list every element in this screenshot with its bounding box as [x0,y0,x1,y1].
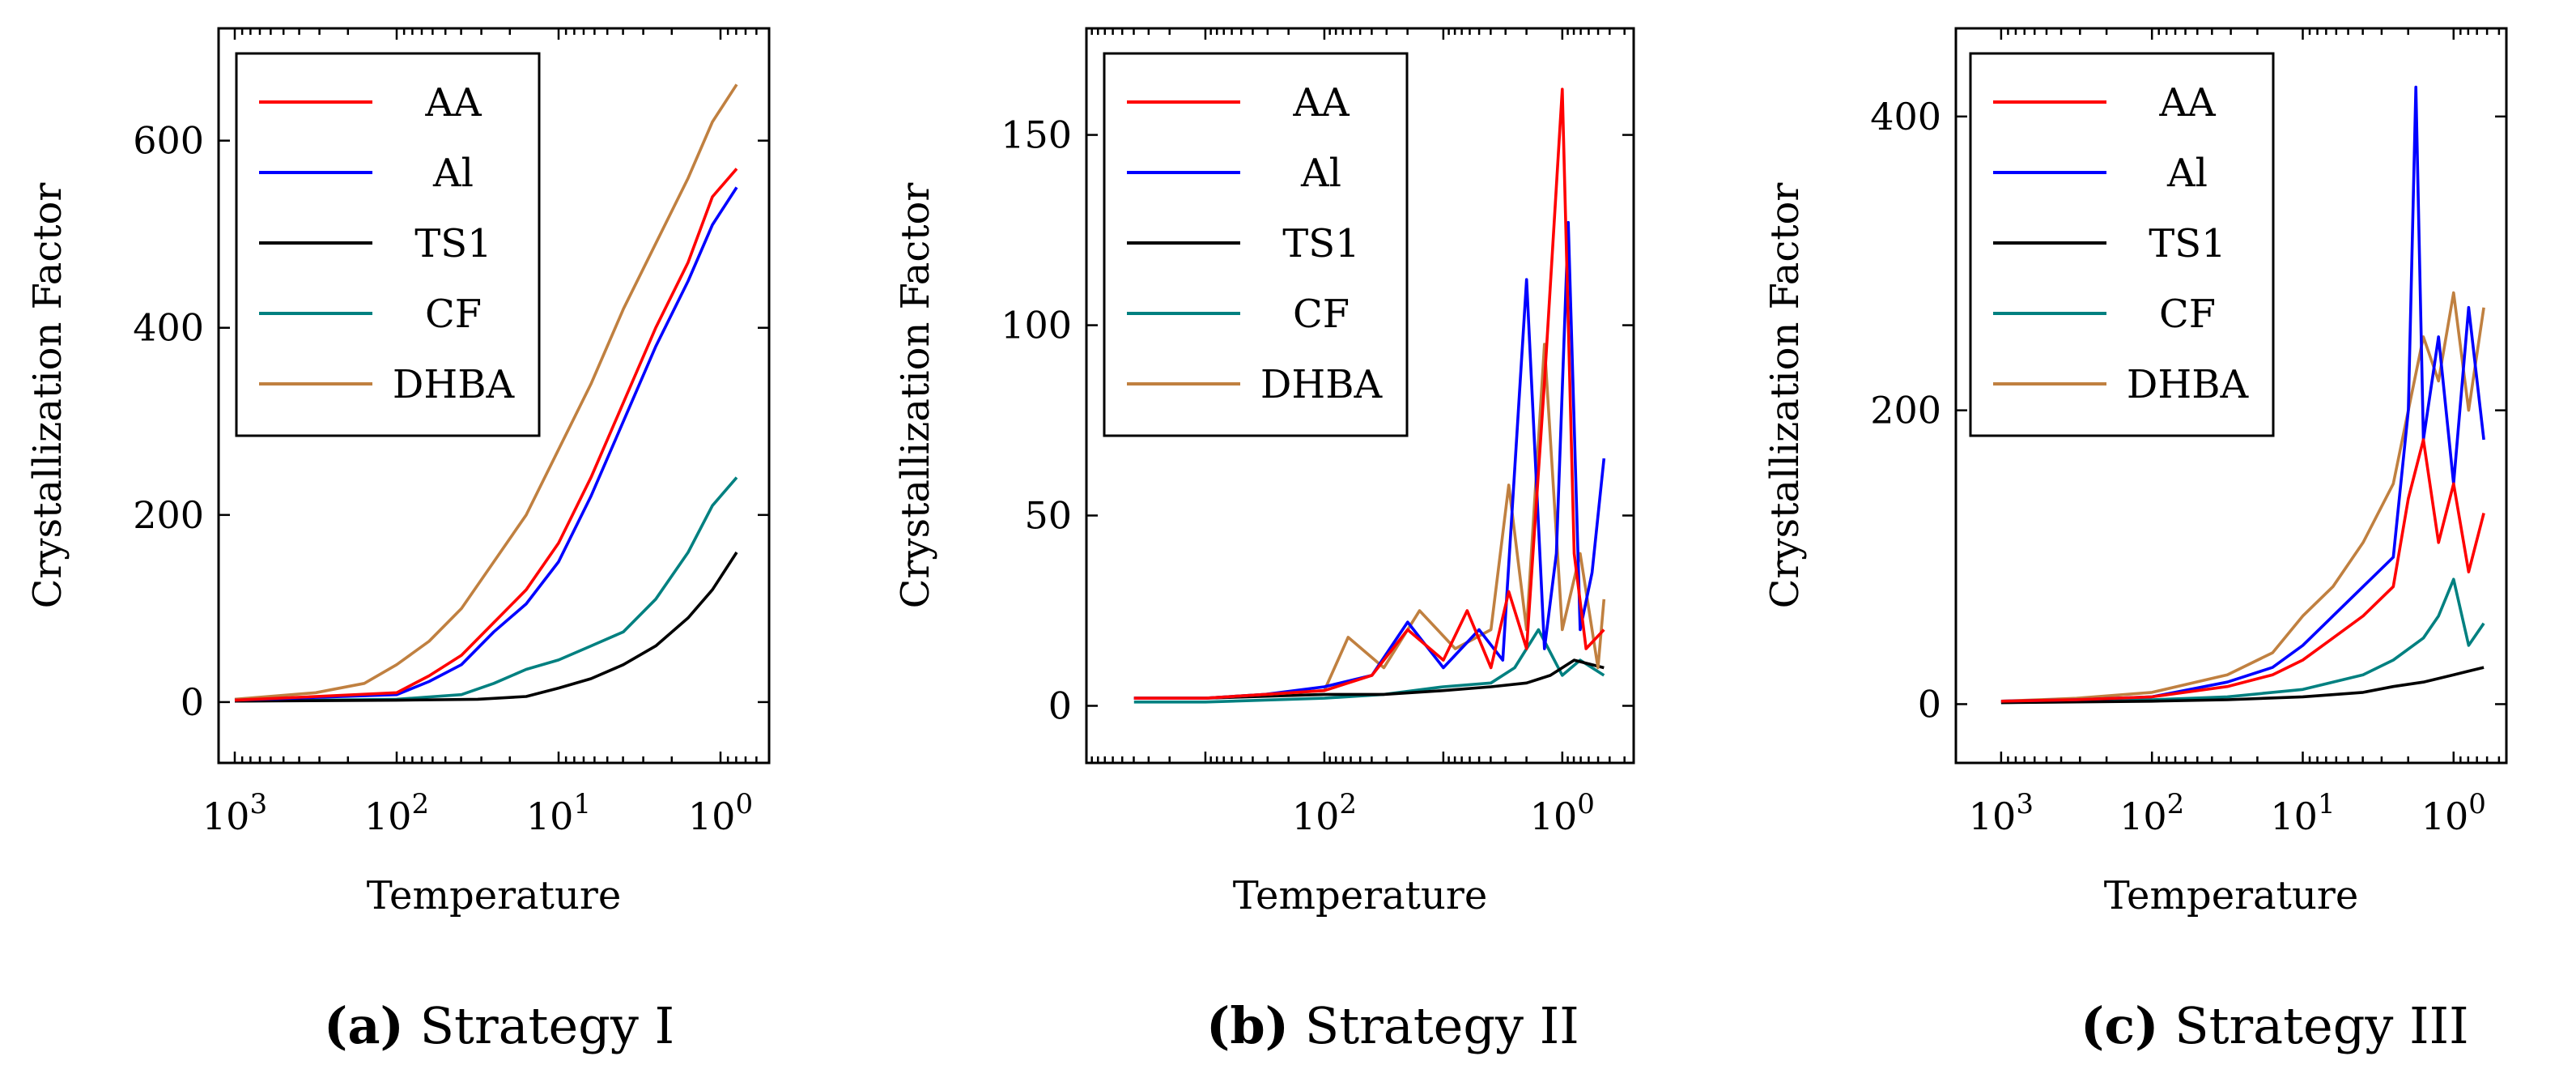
series-line-al-b [1133,220,1606,700]
caption-b: (b) Strategy II [1206,996,1579,1055]
x-tick-label: 102 [1292,788,1357,838]
legend-label-cf: CF [2159,292,2216,337]
panel-c: 0 200 400 103 102 101 100 Temperature Crystalliz… [1716,0,2576,1082]
series-line-dhba-a [234,83,738,701]
x-axis-label: Temperature [1233,873,1487,918]
series-line-aa-b [1133,87,1605,700]
y-tick-label: 0 [1918,682,1941,726]
x-tick-label: 102 [2119,788,2184,838]
series-line-cf-a [234,476,738,703]
legend-label-al: Al [432,151,474,196]
caption-c: (c) Strategy III [2081,996,2469,1055]
caption-a: (a) Strategy I [324,996,674,1055]
x-tick-label: 100 [1530,788,1595,838]
legend-label-ts1: TS1 [414,221,491,266]
y-axis-label: Crystallization Factor [25,183,70,609]
legend-label-al: Al [2166,151,2208,196]
legend-label-dhba: DHBA [393,362,516,407]
y-tick-label: 0 [181,680,204,724]
series-line-al-c [2000,85,2485,703]
panel-b: 0 50 100 150 102 100 Temperature Crystallizatio… [858,0,1716,1082]
series-line-cf-c [2000,577,2485,705]
x-axis-label: Temperature [2104,873,2358,918]
legend-label-cf: CF [1293,292,1350,337]
series-line-al-a [234,186,738,702]
y-tick-label: 400 [1870,95,1941,138]
x-tick-label: 103 [1969,788,2034,838]
legend-label-dhba: DHBA [1260,362,1384,407]
y-tick-label: 150 [1001,113,1072,157]
y-axis-label: Crystallization Factor [1762,183,1808,609]
series-line-aa-a [234,168,738,702]
series-line-cf-b [1133,628,1605,704]
legend-label-ts1: TS1 [2149,221,2225,266]
caption-c-text: Strategy III [2174,996,2469,1055]
x-tick-label: 101 [2270,788,2335,838]
plot-frame-a [217,27,771,765]
x-tick-label: 100 [2421,788,2486,838]
series-line-ts1-c [2000,666,2485,705]
y-tick-label: 100 [1001,304,1072,347]
series-line-ts1-b [1133,658,1605,700]
legend-label-al: Al [1300,151,1341,196]
y-tick-label: 400 [133,306,204,350]
chart-a: 0 200 400 600 103 102 101 100 Temperature Crystal… [25,27,771,918]
x-axis-label: Temperature [367,873,621,918]
caption-a-text: Strategy I [419,996,675,1055]
legend-label-cf: CF [425,292,482,337]
y-tick-label: 200 [133,493,204,537]
y-tick-label: 200 [1870,389,1941,432]
caption-a-letter: (a) [324,996,404,1055]
x-tick-label: 102 [364,788,429,838]
series-line-dhba-c [2000,291,2485,703]
caption-c-letter: (c) [2081,996,2159,1055]
y-axis-label: Crystallization Factor [893,183,938,609]
panel-a: 0 200 400 600 103 102 101 100 Temperature Crystal… [0,0,858,1082]
y-tick-label: 50 [1024,494,1072,538]
y-tick-label: 600 [133,119,204,163]
legend-label-aa: AA [1292,80,1350,126]
series-line-aa-c [2000,438,2485,703]
caption-b-text: Strategy II [1304,996,1579,1055]
legend-label-ts1: TS1 [1282,221,1359,266]
legend-label-aa: AA [2158,80,2217,126]
series-line-ts1-a [234,552,738,703]
x-tick-label: 100 [688,788,753,838]
chart-c: 0 200 400 103 102 101 100 Temperature Crystalliz… [1762,27,2508,918]
x-tick-label: 101 [526,788,591,838]
legend-label-aa: AA [424,80,482,126]
legend-label-dhba: DHBA [2127,362,2250,407]
y-tick-label: 0 [1048,684,1072,728]
caption-b-letter: (b) [1206,996,1290,1055]
chart-b: 0 50 100 150 102 100 Temperature Crystallizatio… [893,27,1635,918]
x-tick-label: 103 [202,788,267,838]
